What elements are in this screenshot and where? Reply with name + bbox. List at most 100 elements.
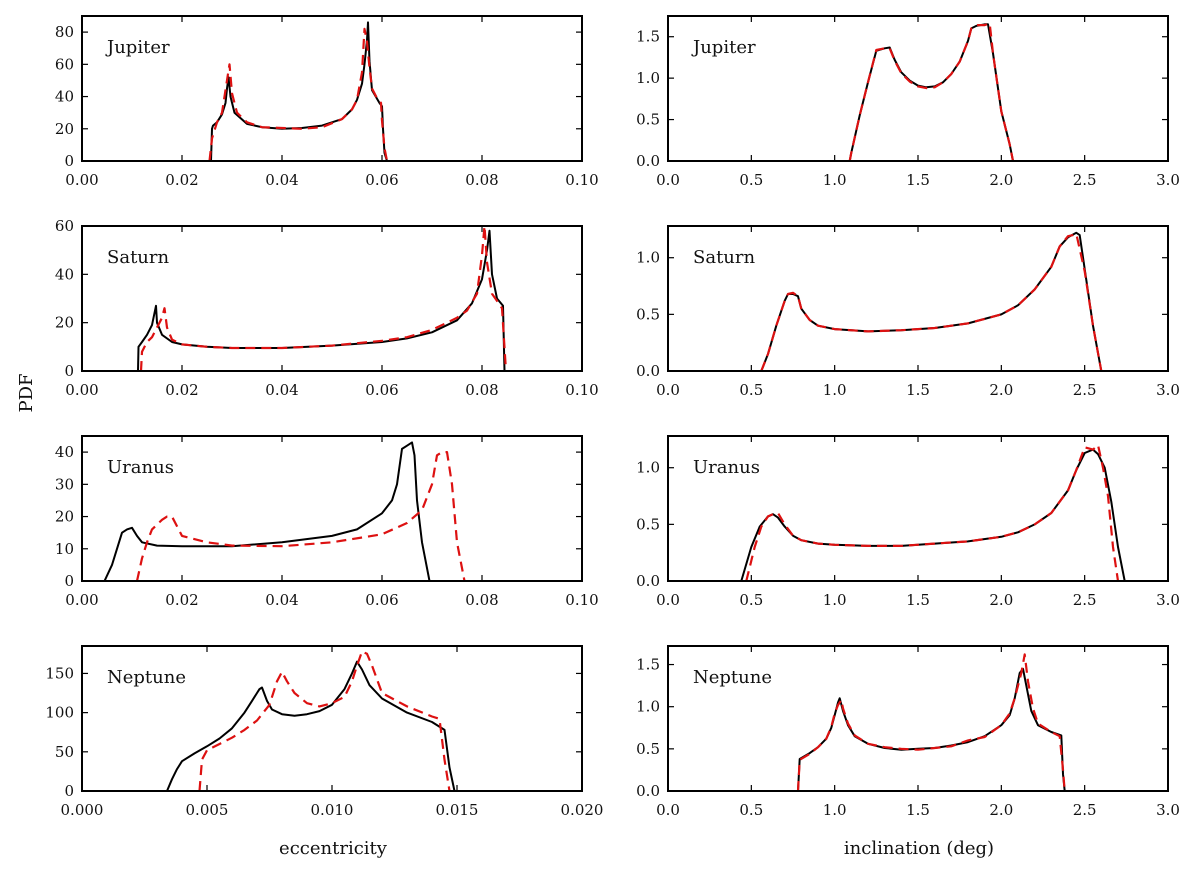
x-tick-label: 2.5	[1073, 381, 1097, 399]
x-tick-label: 2.5	[1073, 171, 1097, 189]
x-tick-label: 0.0	[656, 591, 680, 609]
dashed-series-line	[135, 451, 466, 581]
x-tick-label: 0.00	[65, 591, 98, 609]
x-tick-label: 0.08	[465, 381, 498, 399]
x-tick-label: 0.04	[265, 171, 298, 189]
panel-label: Jupiter	[691, 37, 756, 58]
y-tick-label: 0.0	[636, 362, 660, 380]
y-tick-label: 1.0	[636, 249, 660, 267]
solid-series-line	[210, 21, 388, 161]
y-tick-label: 1.0	[636, 698, 660, 716]
x-tick-label: 0.5	[739, 801, 763, 819]
x-tick-label: 0.02	[165, 381, 198, 399]
y-tick-label: 150	[45, 664, 74, 682]
y-tick-label: 0	[64, 152, 74, 170]
x-tick-label: 0.10	[565, 381, 598, 399]
x-tick-label: 0.06	[365, 381, 398, 399]
x-tick-label: 2.5	[1073, 591, 1097, 609]
x-tick-label: 1.5	[906, 171, 930, 189]
y-tick-label: 20	[55, 508, 74, 526]
y-tick-label: 0.0	[636, 572, 660, 590]
x-tick-label: 0.02	[165, 171, 198, 189]
y-tick-label: 50	[55, 743, 74, 761]
dashed-series-line	[848, 22, 1015, 161]
x-tick-label: 1.0	[823, 381, 847, 399]
y-tick-label: 0.5	[636, 305, 660, 323]
x-tick-label: 0.06	[365, 591, 398, 609]
y-tick-label: 0	[64, 572, 74, 590]
x-tick-label: 0.06	[365, 171, 398, 189]
panel-saturn: 0.00 0.02 0.04 0.06 0.08 0.10 0 20 40 60 Saturn	[55, 217, 599, 399]
solid-series-line	[740, 448, 1126, 581]
x-tick-label: 2.0	[989, 801, 1013, 819]
panel-neptune: 0.000 0.005 0.010 0.015 0.020 0 50 100 150 Neptun…	[45, 645, 604, 819]
x-tick-label: 0.04	[265, 381, 298, 399]
x-tick-label: 1.0	[823, 591, 847, 609]
y-tick-label: 1.5	[636, 656, 660, 674]
y-tick-label: 1.5	[636, 28, 660, 46]
x-tick-label: 1.5	[906, 381, 930, 399]
panel-saturn: 0.0 0.5 1.0 1.5 2.0 2.5 3.0 0.0 0.5 1.0 Saturn	[636, 225, 1180, 399]
x-tick-label: 0.000	[61, 801, 104, 819]
x-axis-title-eccentricity: eccentricity	[279, 838, 388, 859]
x-tick-label: 0.020	[561, 801, 604, 819]
x-tick-label: 1.5	[906, 801, 930, 819]
panel-label: Uranus	[107, 457, 174, 478]
panel-uranus: 0.0 0.5 1.0 1.5 2.0 2.5 3.0 0.0 0.5 1.0 Uranus	[636, 435, 1180, 609]
y-tick-label: 20	[55, 120, 74, 138]
x-tick-label: 0.0	[656, 381, 680, 399]
solid-series-line	[166, 660, 456, 791]
panel-label: Jupiter	[105, 37, 170, 58]
y-axis-title: PDF	[16, 373, 37, 412]
y-tick-label: 40	[55, 265, 74, 283]
y-tick-label: 0.5	[636, 111, 660, 129]
x-tick-label: 3.0	[1156, 381, 1180, 399]
x-tick-label: 1.5	[906, 591, 930, 609]
x-tick-label: 0.5	[739, 171, 763, 189]
dashed-series-line	[796, 653, 1066, 791]
y-tick-label: 0.0	[636, 782, 660, 800]
panel-label: Saturn	[107, 247, 169, 268]
x-tick-label: 0.02	[165, 591, 198, 609]
y-tick-label: 40	[55, 443, 74, 461]
plot-frame	[81, 435, 583, 582]
y-tick-label: 60	[55, 217, 74, 235]
y-tick-label: 100	[45, 704, 74, 722]
panel-label: Uranus	[693, 457, 760, 478]
x-tick-label: 2.0	[989, 591, 1013, 609]
x-tick-label: 3.0	[1156, 591, 1180, 609]
x-tick-label: 0.00	[65, 381, 98, 399]
x-tick-label: 0.005	[186, 801, 229, 819]
x-tick-label: 2.5	[1073, 801, 1097, 819]
y-tick-label: 1.0	[636, 69, 660, 87]
x-tick-label: 0.10	[565, 591, 598, 609]
x-tick-label: 0.0	[656, 171, 680, 189]
x-tick-label: 3.0	[1156, 801, 1180, 819]
x-tick-label: 0.5	[739, 381, 763, 399]
panel-jupiter: 0.0 0.5 1.0 1.5 2.0 2.5 3.0 0.0 0.5 1.0 1.5 Jupiter	[636, 15, 1180, 189]
panel-jupiter: 0.00 0.02 0.04 0.06 0.08 0.10 0 20 40 60 80 Jupiter	[55, 15, 599, 189]
y-tick-label: 0.5	[636, 740, 660, 758]
x-tick-label: 0.015	[436, 801, 479, 819]
panel-uranus: 0.00 0.02 0.04 0.06 0.08 0.10 0 10 20 30 40 Uranus	[55, 435, 599, 609]
x-tick-label: 2.0	[989, 381, 1013, 399]
dashed-series-line	[760, 232, 1103, 371]
solid-series-line	[137, 229, 506, 371]
plot-frame	[81, 225, 583, 372]
y-tick-label: 80	[55, 23, 74, 41]
x-tick-label: 0.04	[265, 591, 298, 609]
plot-frame	[81, 15, 583, 162]
x-tick-label: 1.0	[823, 171, 847, 189]
y-tick-label: 40	[55, 88, 74, 106]
y-tick-label: 0.5	[636, 515, 660, 533]
x-tick-label: 0.08	[465, 591, 498, 609]
dashed-series-line	[745, 444, 1120, 581]
y-tick-label: 10	[55, 540, 74, 558]
solid-series-line	[760, 231, 1103, 371]
solid-series-line	[103, 441, 431, 581]
panel-label: Saturn	[693, 247, 755, 268]
x-tick-label: 1.0	[823, 801, 847, 819]
y-tick-label: 60	[55, 55, 74, 73]
panel-neptune: 0.0 0.5 1.0 1.5 2.0 2.5 3.0 0.0 0.5 1.0 1.5 Neptune	[636, 645, 1180, 819]
